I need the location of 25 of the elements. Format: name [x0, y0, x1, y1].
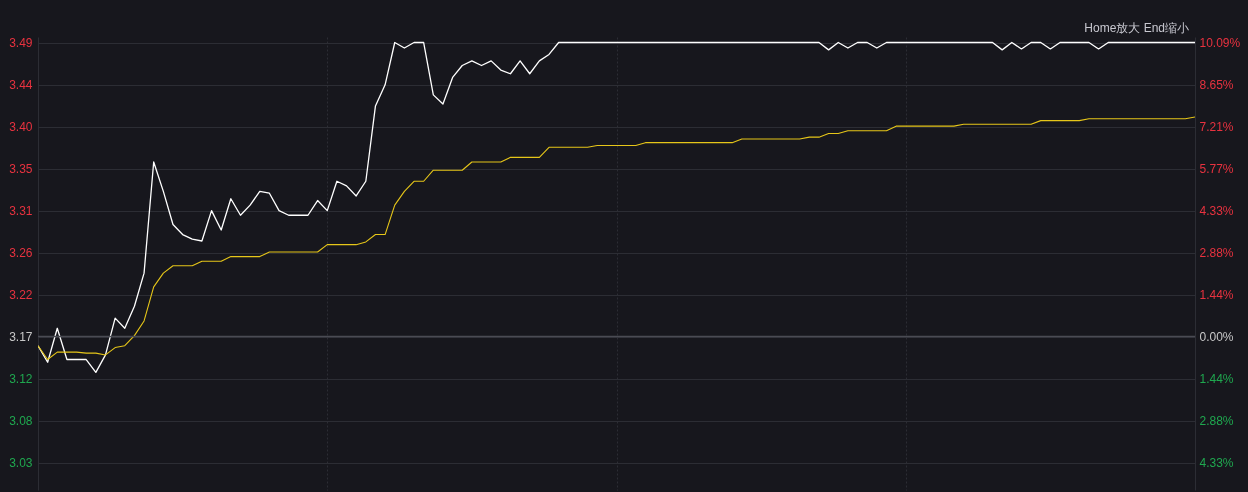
y2-tick-label: 4.33%: [1199, 203, 1234, 218]
y2-tick-label: 4.33%: [1199, 456, 1234, 471]
y-tick-label: 3.31: [9, 204, 33, 219]
y-tick-label: 3.17: [9, 330, 33, 345]
line-series: [38, 41, 1195, 374]
y-tick-label: 3.49: [9, 36, 33, 51]
y-tick-label: 3.26: [9, 246, 33, 261]
y2-tick-label: 5.77%: [1199, 161, 1234, 176]
y2-tick-label: 8.65%: [1199, 77, 1234, 92]
y-tick-label: 3.12: [9, 372, 33, 387]
y-tick-label: 3.44: [9, 78, 33, 93]
y2-tick-label: 2.88%: [1199, 246, 1234, 261]
y-tick-label: 3.03: [9, 456, 33, 471]
y-tick-label: 3.22: [9, 288, 33, 303]
line-series: [38, 116, 1195, 361]
y2-tick-label: 2.88%: [1199, 413, 1234, 428]
y2-tick-label: 1.44%: [1199, 288, 1234, 303]
y-tick-label: 3.35: [9, 162, 33, 177]
y-tick-label: 3.08: [9, 414, 33, 429]
y2-tick-label: 10.09%: [1199, 36, 1241, 51]
text: Home放大 End缩小: [1084, 21, 1189, 35]
y-tick-label: 3.40: [9, 120, 33, 135]
y2-tick-label: 7.21%: [1199, 119, 1234, 134]
y2-tick-label: 0.00%: [1199, 329, 1234, 344]
y2-tick-label: 1.44%: [1199, 371, 1234, 386]
